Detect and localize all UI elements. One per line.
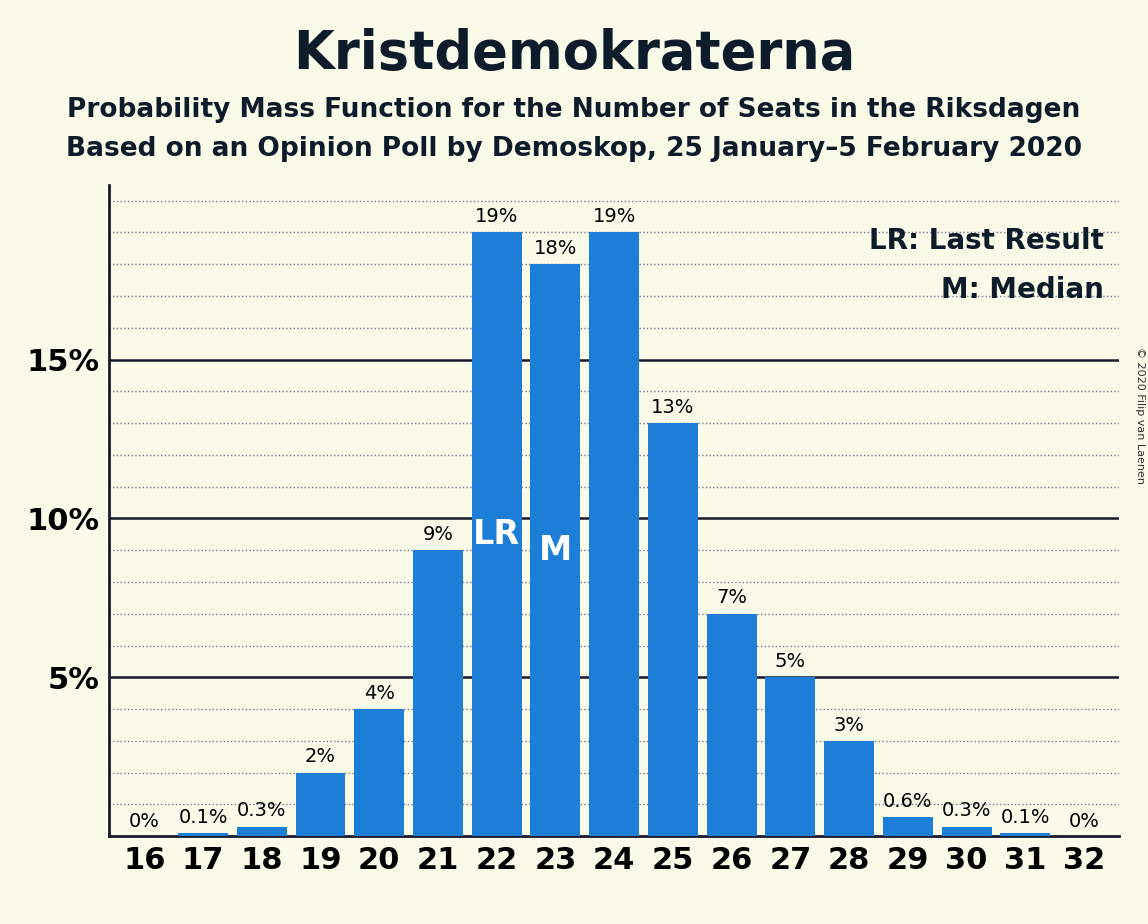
- Bar: [589, 233, 639, 836]
- Bar: [1000, 833, 1050, 836]
- Text: 0.6%: 0.6%: [883, 792, 932, 810]
- Text: 19%: 19%: [475, 207, 519, 226]
- Text: M: M: [538, 534, 572, 566]
- Text: 0%: 0%: [129, 812, 160, 832]
- Bar: [295, 772, 346, 836]
- Text: 2%: 2%: [305, 748, 336, 766]
- Text: Probability Mass Function for the Number of Seats in the Riksdagen: Probability Mass Function for the Number…: [68, 97, 1080, 123]
- Text: LR: Last Result: LR: Last Result: [869, 227, 1104, 255]
- Text: M: Median: M: Median: [941, 276, 1104, 304]
- Text: 19%: 19%: [592, 207, 636, 226]
- Bar: [883, 817, 933, 836]
- Text: 0%: 0%: [1069, 812, 1100, 832]
- Text: 0.3%: 0.3%: [941, 801, 992, 821]
- Text: LR: LR: [473, 517, 520, 551]
- Text: 13%: 13%: [651, 397, 695, 417]
- Bar: [707, 614, 757, 836]
- Bar: [178, 833, 228, 836]
- Text: 0.3%: 0.3%: [236, 801, 287, 821]
- Text: 9%: 9%: [422, 525, 453, 544]
- Bar: [941, 827, 992, 836]
- Bar: [355, 709, 404, 836]
- Bar: [824, 741, 874, 836]
- Text: 4%: 4%: [364, 684, 395, 703]
- Bar: [766, 677, 815, 836]
- Text: 0.1%: 0.1%: [178, 808, 227, 827]
- Text: 5%: 5%: [775, 652, 806, 671]
- Bar: [530, 264, 581, 836]
- Bar: [472, 233, 521, 836]
- Bar: [647, 423, 698, 836]
- Text: 3%: 3%: [833, 715, 864, 735]
- Text: Based on an Opinion Poll by Demoskop, 25 January–5 February 2020: Based on an Opinion Poll by Demoskop, 25…: [65, 136, 1083, 162]
- Text: © 2020 Filip van Laenen: © 2020 Filip van Laenen: [1135, 347, 1145, 484]
- Bar: [413, 550, 463, 836]
- Text: Kristdemokraterna: Kristdemokraterna: [293, 28, 855, 79]
- Text: 18%: 18%: [534, 239, 577, 258]
- Text: 0.1%: 0.1%: [1001, 808, 1050, 827]
- Bar: [236, 827, 287, 836]
- Text: 7%: 7%: [716, 589, 747, 607]
